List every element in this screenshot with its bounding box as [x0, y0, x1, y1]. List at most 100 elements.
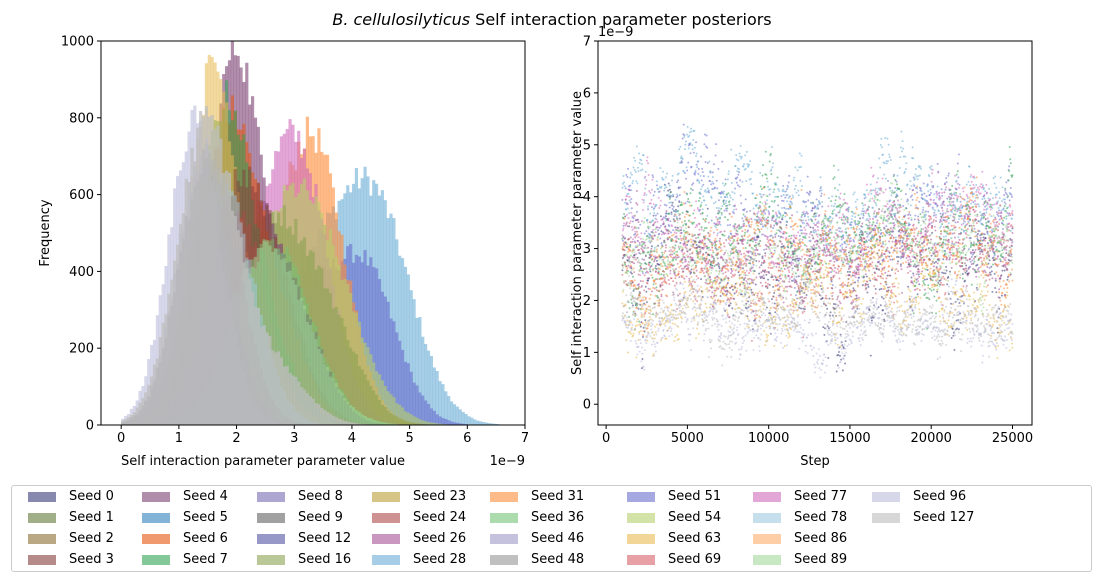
trace-point [623, 185, 626, 188]
trace-point [665, 204, 668, 207]
histogram-bar [242, 262, 246, 425]
trace-point [622, 235, 625, 238]
histogram-bar [227, 172, 232, 425]
trace-point [698, 252, 701, 255]
trace-point [731, 307, 734, 310]
trace-point [1003, 269, 1006, 272]
trace-point [711, 264, 714, 267]
trace-point [913, 177, 916, 180]
trace-point [690, 268, 693, 271]
trace-point [725, 193, 728, 196]
trace-point [807, 199, 810, 202]
trace-point [633, 271, 636, 274]
histogram-bar [351, 351, 356, 425]
trace-point [888, 255, 891, 258]
trace-point [638, 285, 641, 288]
trace-point [1010, 217, 1013, 220]
trace-point [834, 187, 837, 190]
trace-point [956, 210, 959, 213]
trace-point [772, 191, 775, 194]
trace-point [681, 137, 684, 140]
trace-point [632, 289, 635, 292]
trace-point [981, 184, 984, 187]
trace-point [651, 235, 654, 238]
trace-point [945, 177, 948, 180]
histogram-bar [297, 299, 301, 425]
trace-point [1004, 198, 1007, 201]
trace-point [706, 161, 709, 164]
histogram-bar [323, 364, 327, 425]
trace-point [879, 304, 882, 307]
trace-point [834, 303, 837, 306]
trace-point [758, 299, 761, 302]
trace-point [786, 305, 789, 308]
histogram-bar [490, 423, 494, 425]
trace-point [848, 237, 851, 240]
trace-point [917, 221, 920, 224]
trace-point [834, 199, 837, 202]
trace-point [679, 145, 682, 148]
trace-point [922, 282, 925, 285]
trace-point [841, 222, 844, 225]
histogram-bar [383, 385, 387, 425]
trace-point [904, 193, 907, 196]
histogram-bar [441, 418, 445, 425]
trace-point [1001, 249, 1004, 252]
trace-point [638, 243, 641, 246]
trace-point [976, 213, 979, 216]
trace-point [781, 190, 784, 193]
trace-point [1005, 215, 1008, 218]
trace-point [694, 298, 697, 301]
trace-point [633, 169, 636, 172]
trace-point [989, 192, 992, 195]
trace-point [821, 264, 824, 267]
histogram-bar [380, 291, 384, 425]
histogram-bar [403, 420, 408, 425]
trace-point [760, 264, 763, 267]
trace-point [817, 199, 820, 202]
trace-point [717, 192, 720, 195]
trace-point [879, 229, 882, 232]
trace-point [687, 197, 690, 200]
trace-point [678, 292, 681, 295]
trace-point [799, 224, 802, 227]
trace-point [789, 293, 792, 296]
histogram-bar [406, 412, 410, 425]
trace-point [864, 194, 867, 197]
histogram-bar [233, 215, 237, 425]
trace-point [916, 178, 919, 181]
trace-point [635, 145, 638, 148]
trace-point [902, 205, 905, 208]
trace-point [700, 155, 703, 158]
trace-point [970, 202, 973, 205]
trace-point [799, 307, 802, 310]
histogram-bar [383, 407, 387, 425]
histogram-bar [426, 403, 431, 425]
trace-point [637, 226, 640, 229]
trace-point [857, 271, 860, 274]
histogram-bar [363, 374, 367, 425]
trace-point [876, 191, 879, 194]
trace-point [734, 165, 737, 168]
histogram-bar [421, 395, 425, 425]
trace-point [712, 251, 715, 254]
trace-point [730, 268, 733, 271]
trace-point [714, 154, 717, 157]
trace-point [690, 204, 693, 207]
trace-point [852, 193, 855, 196]
trace-point [865, 275, 868, 278]
trace-point [762, 225, 765, 228]
trace-point [704, 161, 707, 164]
histogram-bar [369, 385, 373, 425]
trace-point [738, 225, 741, 228]
trace-point [885, 160, 888, 163]
histogram-bar [398, 404, 402, 425]
trace-point [673, 215, 676, 218]
trace-point [659, 215, 662, 218]
trace-point [751, 309, 754, 312]
trace-point [717, 199, 720, 202]
trace-point [703, 199, 706, 202]
trace-point [889, 199, 892, 202]
trace-point [932, 208, 935, 211]
trace-point [860, 230, 863, 233]
